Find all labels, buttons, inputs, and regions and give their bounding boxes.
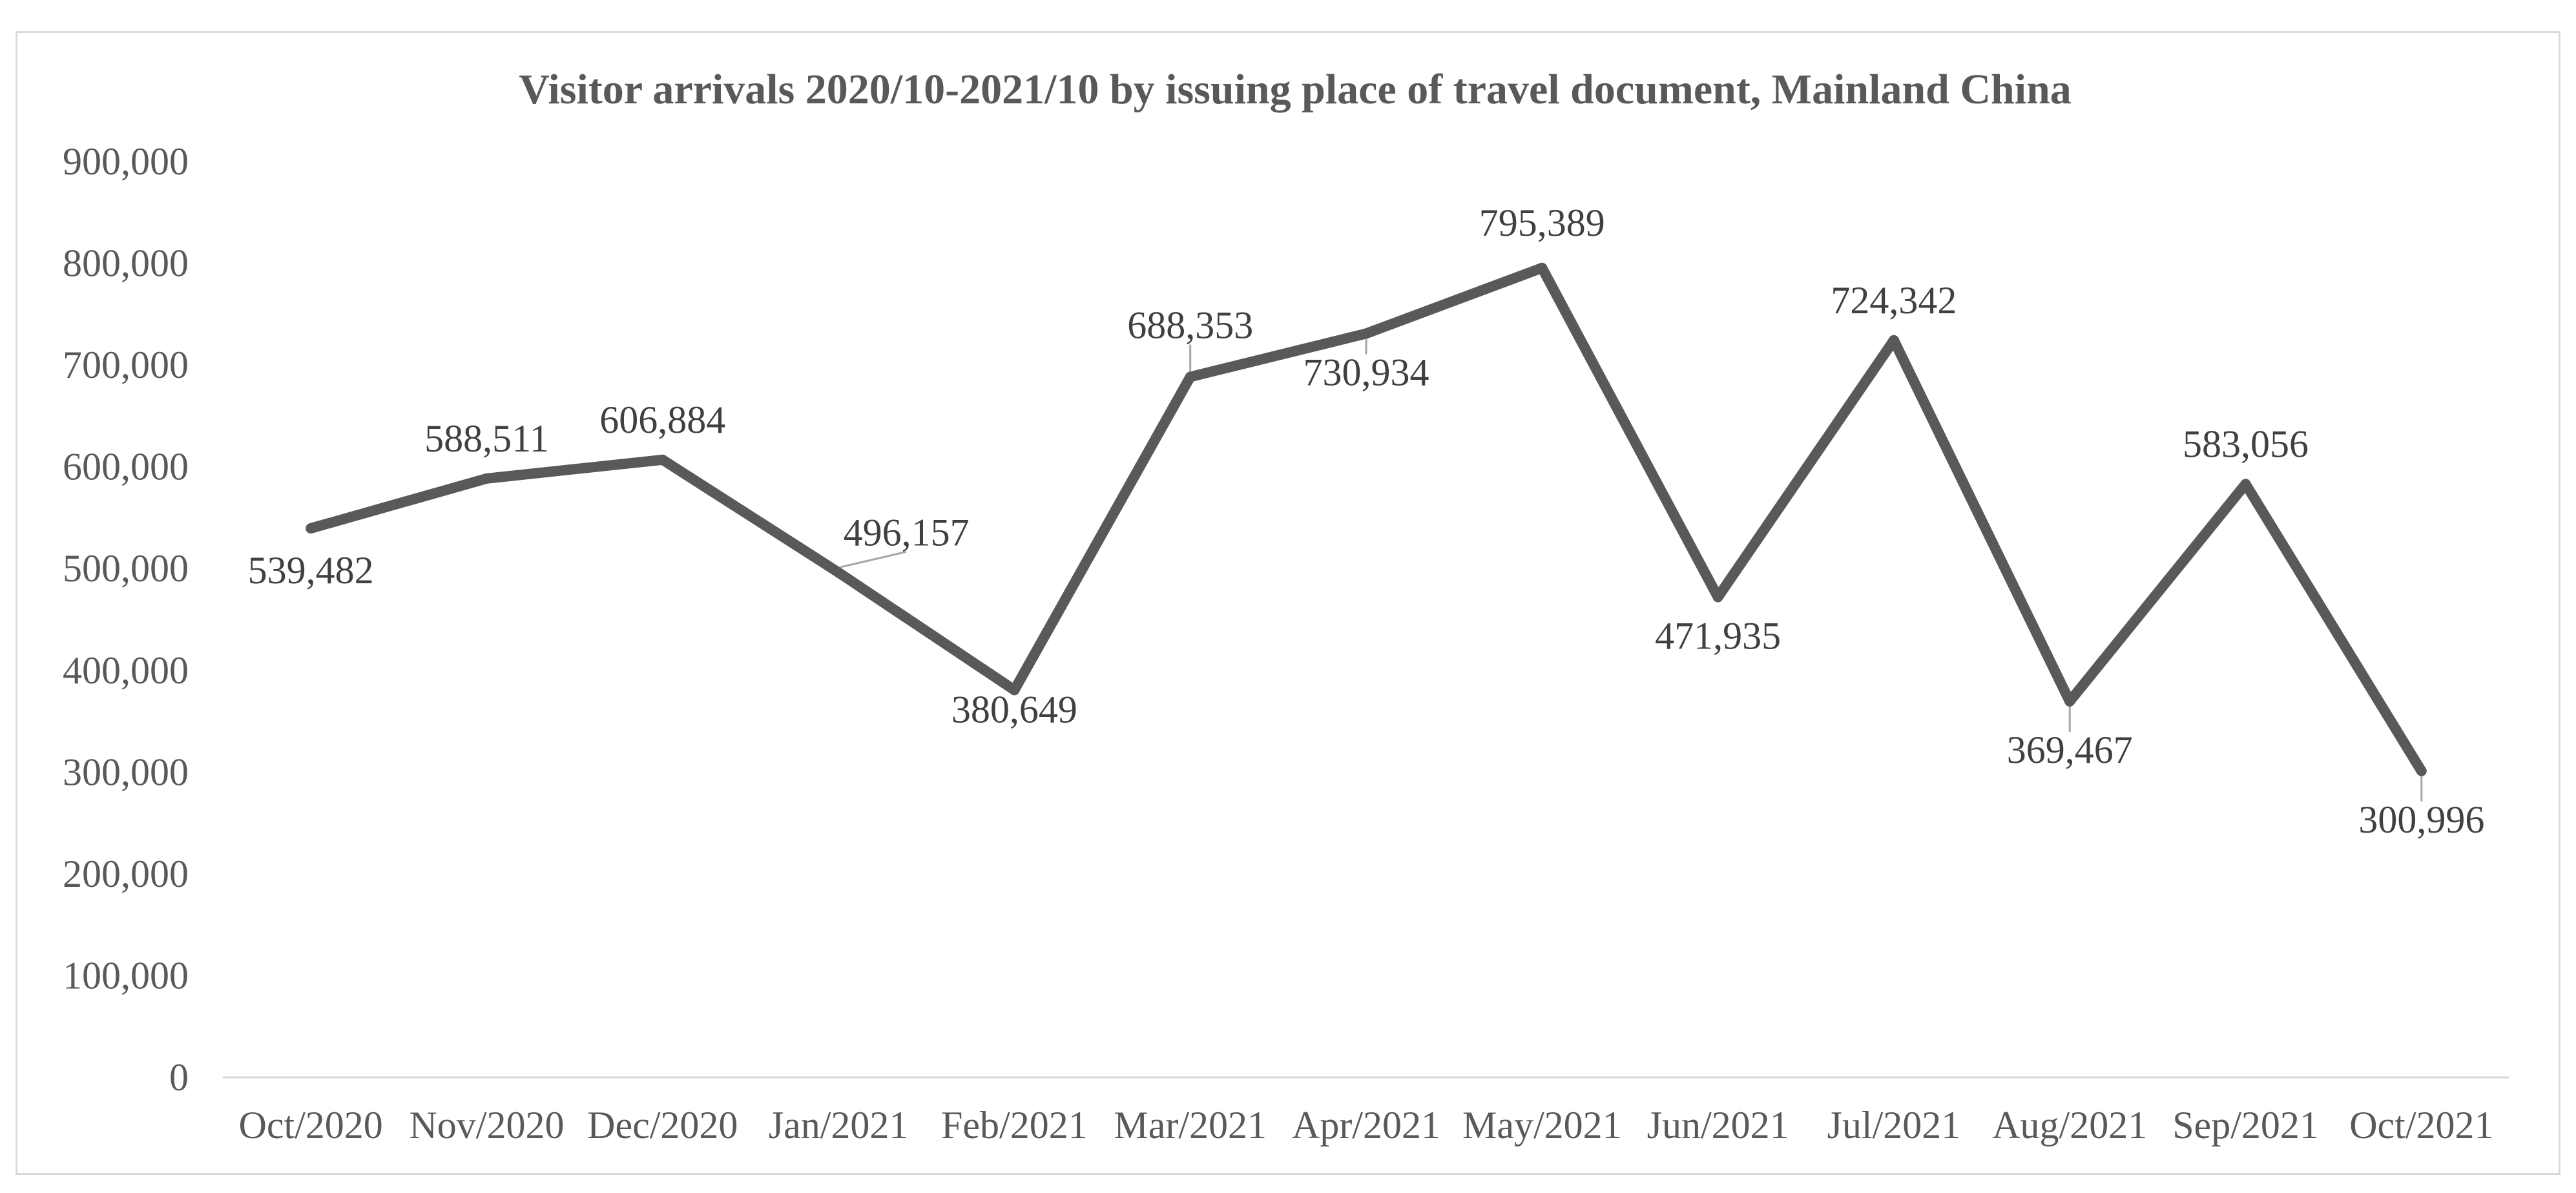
leader-line xyxy=(839,550,907,568)
data-label: 369,467 xyxy=(2007,729,2133,771)
data-point xyxy=(306,523,317,534)
data-label: 588,511 xyxy=(424,417,549,460)
data-label: 539,482 xyxy=(248,549,374,592)
data-label: 688,353 xyxy=(1127,304,1253,346)
data-point xyxy=(2240,479,2251,490)
data-label: 795,389 xyxy=(1479,202,1605,244)
data-point xyxy=(1712,592,1723,603)
y-tick-label: 200,000 xyxy=(63,853,189,895)
y-tick-label: 600,000 xyxy=(63,446,189,488)
x-tick-label: Oct/2020 xyxy=(238,1104,382,1146)
y-tick-label: 0 xyxy=(169,1056,189,1099)
x-tick-label: Jun/2021 xyxy=(1647,1104,1789,1146)
data-point xyxy=(1185,371,1196,382)
data-point xyxy=(1888,335,1899,346)
y-tick-label: 400,000 xyxy=(63,649,189,692)
x-tick-label: Jul/2021 xyxy=(1827,1104,1961,1146)
data-label: 471,935 xyxy=(1655,614,1781,657)
y-tick-label: 100,000 xyxy=(63,954,189,997)
data-label: 300,996 xyxy=(2358,798,2484,841)
data-label: 724,342 xyxy=(1831,279,1957,322)
chart-frame xyxy=(16,31,2560,1175)
x-tick-label: Jan/2021 xyxy=(769,1104,909,1146)
data-point xyxy=(1361,328,1371,339)
y-tick-label: 700,000 xyxy=(63,344,189,386)
data-label: 380,649 xyxy=(951,688,1077,731)
data-point xyxy=(1009,685,1020,696)
x-tick-label: Feb/2021 xyxy=(941,1104,1088,1146)
x-tick-label: Mar/2021 xyxy=(1114,1104,1267,1146)
leader-lines xyxy=(839,338,2423,802)
x-axis-tick-labels: Oct/2020 Nov/2020 Dec/2020 Jan/2021 Feb/2021… xyxy=(238,1104,2493,1146)
y-axis-tick-labels: 0 100,000 200,000 300,000 400,000 500,000 600,… xyxy=(63,140,189,1099)
x-tick-label: May/2021 xyxy=(1462,1104,1622,1146)
data-label: 496,157 xyxy=(844,511,970,554)
data-point xyxy=(2416,765,2427,776)
data-label: 730,934 xyxy=(1304,351,1429,393)
y-tick-label: 500,000 xyxy=(63,547,189,590)
x-tick-label: Sep/2021 xyxy=(2172,1104,2319,1146)
x-tick-label: Aug/2021 xyxy=(1992,1104,2147,1146)
x-tick-label: Nov/2020 xyxy=(409,1104,564,1146)
data-point xyxy=(2064,696,2075,707)
y-tick-label: 300,000 xyxy=(63,751,189,793)
y-tick-label: 800,000 xyxy=(63,242,189,285)
data-point xyxy=(481,473,492,484)
x-tick-label: Apr/2021 xyxy=(1292,1104,1440,1146)
series-layer xyxy=(306,262,2427,776)
data-point xyxy=(833,567,844,578)
data-point xyxy=(1537,262,1548,273)
data-point xyxy=(657,454,668,465)
data-label: 583,056 xyxy=(2183,422,2309,465)
y-tick-label: 900,000 xyxy=(63,140,189,183)
x-tick-label: Dec/2020 xyxy=(587,1104,738,1146)
data-label: 606,884 xyxy=(599,399,725,441)
chart-title: Visitor arrivals 2020/10-2021/10 by issu… xyxy=(519,66,2072,113)
data-labels: 539,482 588,511 606,884 496,157 380,649 688,3… xyxy=(248,202,2485,841)
x-tick-label: Oct/2021 xyxy=(2349,1104,2493,1146)
